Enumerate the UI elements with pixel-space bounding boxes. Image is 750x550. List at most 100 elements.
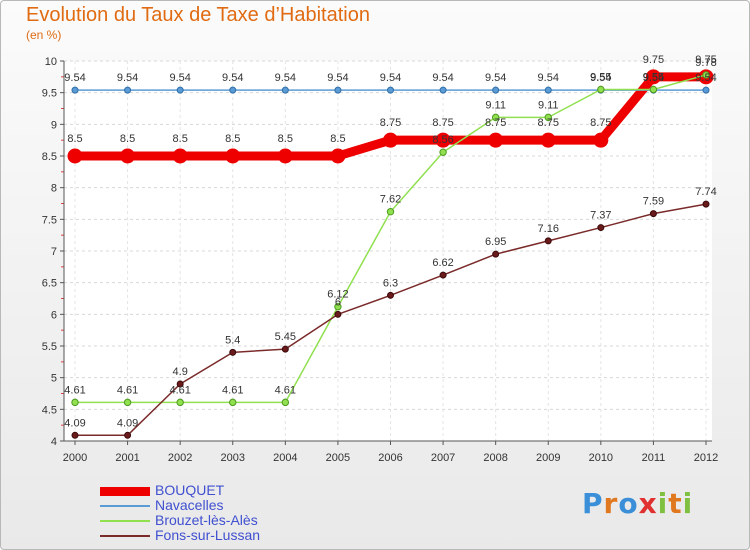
- data-point: [597, 224, 605, 232]
- data-point: [330, 148, 346, 164]
- data-point: [71, 86, 79, 94]
- x-tick-label: 2009: [536, 452, 560, 464]
- data-point: [225, 148, 241, 164]
- data-point: [386, 208, 395, 216]
- data-point: [176, 398, 184, 407]
- x-tick-label: 2000: [63, 452, 87, 464]
- data-label: 7.62: [380, 194, 401, 206]
- y-tick-label: 6.5: [42, 278, 57, 290]
- data-point: [277, 148, 293, 164]
- data-label: 8.5: [173, 133, 188, 145]
- x-tick-label: 2011: [642, 452, 666, 464]
- y-tick-label: 8.5: [42, 151, 57, 163]
- data-point: [334, 303, 342, 311]
- legend-item: Brouzet-lès-Alès: [100, 512, 360, 529]
- data-label: 8.5: [120, 133, 135, 145]
- x-tick-label: 2004: [273, 452, 297, 464]
- legend-item: Navacelles: [100, 497, 360, 514]
- data-label: 7.37: [590, 210, 611, 222]
- data-point: [387, 291, 394, 299]
- series-layer: [67, 69, 714, 439]
- logo-letter: r: [603, 487, 619, 520]
- data-point: [492, 86, 500, 94]
- axis-layer: 4 4.5 5 5.5 6 6.5 7 7.5 8 8.5 9 9.5 10 2000 2001 2002 20…: [42, 56, 719, 464]
- data-point: [649, 210, 657, 218]
- x-tick-label: 2008: [483, 452, 507, 464]
- data-label: 4.61: [275, 384, 296, 396]
- grid-layer: [64, 60, 712, 442]
- data-point: [124, 431, 132, 439]
- logo-letter: i: [682, 487, 694, 520]
- x-tick-label: 2002: [168, 452, 192, 464]
- data-label: 8.5: [67, 133, 82, 145]
- data-label: 8.75: [590, 117, 611, 129]
- data-point: [334, 86, 342, 94]
- data-label: 7.59: [643, 196, 664, 208]
- data-point: [439, 148, 447, 156]
- data-label: 4.9: [173, 366, 188, 378]
- x-tick-label: 2012: [694, 452, 718, 464]
- data-label: 9.54: [590, 72, 611, 84]
- data-label-layer: 8.5 8.5 8.5 8.5 8.5 8.5 8.75 8.75 8.75 8.75 8.75 9.…: [64, 54, 716, 429]
- x-tick-label: 2010: [589, 452, 613, 464]
- data-point: [281, 86, 289, 94]
- data-point: [71, 431, 79, 439]
- y-tick-label: 8: [51, 183, 57, 195]
- legend-item: BOUQUET: [100, 482, 360, 499]
- data-point: [702, 86, 710, 94]
- data-label: 9.54: [275, 72, 296, 84]
- x-tick-label: 2001: [115, 452, 139, 464]
- y-tick-label: 7: [51, 246, 57, 258]
- data-label: 8.75: [432, 117, 453, 129]
- data-label: 9.75: [695, 54, 716, 66]
- data-point: [123, 398, 132, 407]
- data-label: 4.61: [222, 384, 243, 396]
- data-label: 6.12: [327, 289, 348, 301]
- logo-letter: t: [668, 487, 683, 520]
- data-label: 9.54: [643, 72, 664, 84]
- data-point: [544, 237, 552, 245]
- x-tick-label: 2005: [326, 452, 350, 464]
- data-point: [71, 398, 79, 407]
- data-point: [439, 86, 447, 94]
- data-point: [702, 200, 710, 208]
- data-label: 8.5: [278, 133, 293, 145]
- data-point: [229, 86, 237, 94]
- data-point: [597, 85, 605, 94]
- data-point: [439, 271, 447, 279]
- y-tick-label: 9: [51, 119, 57, 131]
- data-label: 5.45: [275, 331, 296, 343]
- y-tick-label: 5: [51, 373, 57, 385]
- data-label: 9.54: [222, 72, 243, 84]
- data-label: 6.95: [485, 236, 506, 248]
- data-point: [544, 86, 552, 94]
- logo-letter: o: [618, 487, 639, 520]
- legend-label: Fons-sur-Lussan: [155, 527, 261, 543]
- y-tick-label: 5.5: [42, 341, 57, 353]
- legend-label: Brouzet-lès-Alès: [155, 512, 258, 528]
- data-label: 4.09: [64, 417, 85, 429]
- chart-title: Evolution du Taux de Taxe d’Habitation: [26, 4, 370, 26]
- proxiti-logo: Proxiti: [582, 487, 693, 520]
- data-label: 8.56: [432, 134, 453, 146]
- data-point: [593, 132, 609, 148]
- data-label: 9.55: [643, 72, 664, 84]
- x-tick-label: 2006: [378, 452, 402, 464]
- legend-swatch: [100, 505, 150, 507]
- data-label: 8.75: [538, 117, 559, 129]
- data-label: 4.61: [169, 384, 190, 396]
- data-point: [645, 69, 661, 85]
- logo-letter: i: [657, 487, 669, 520]
- data-point: [334, 310, 342, 318]
- data-label: 8.5: [225, 133, 240, 145]
- data-point: [435, 132, 451, 148]
- data-point: [67, 148, 83, 164]
- data-label: 6: [335, 296, 341, 308]
- data-label: 9.54: [169, 72, 190, 84]
- y-tick-label: 4: [51, 436, 57, 448]
- data-point: [176, 380, 184, 388]
- y-tick-label: 4.5: [42, 404, 57, 416]
- data-point: [229, 398, 237, 407]
- y-tick-label: 9.5: [42, 88, 57, 100]
